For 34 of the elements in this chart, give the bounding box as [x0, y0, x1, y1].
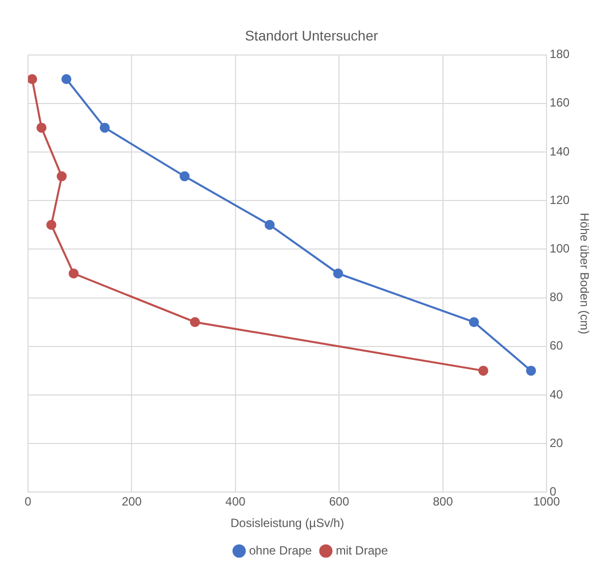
- chart-title: Standort Untersucher: [244, 27, 378, 44]
- point: [180, 171, 190, 182]
- point: [36, 122, 46, 133]
- y-tick-label: 20: [550, 436, 564, 450]
- x-tick-label: 1000: [533, 494, 560, 509]
- y-tick-label: 120: [550, 192, 570, 207]
- point: [478, 366, 488, 376]
- x-axis-title: Dosisleistung (µSv/h): [230, 516, 344, 530]
- y-tick-label: 60: [550, 338, 564, 353]
- point: [526, 366, 536, 376]
- x-tick-label: 0: [24, 494, 32, 509]
- point: [61, 74, 72, 84]
- point: [56, 171, 67, 182]
- x-tick-label: 800: [432, 494, 454, 509]
- point: [468, 317, 479, 328]
- point: [264, 220, 275, 230]
- legend-label: mit Drape: [336, 543, 388, 558]
- point: [28, 74, 38, 84]
- point: [333, 268, 344, 278]
- y-tick-label: 140: [550, 144, 570, 158]
- y-tick-label: 100: [550, 242, 570, 256]
- x-tick-label: 600: [329, 494, 350, 509]
- y-tick-label: 180: [550, 47, 570, 62]
- point: [68, 268, 79, 278]
- point: [46, 220, 56, 230]
- x-tick-label: 200: [122, 494, 142, 509]
- x-tick-label: 400: [225, 494, 246, 509]
- point: [100, 122, 110, 133]
- y-tick-label: 80: [550, 290, 564, 304]
- point: [190, 317, 200, 328]
- y-axis-title: Höhe über Boden (cm): [577, 212, 592, 334]
- legend-label: ohne Drape: [249, 543, 312, 558]
- y-tick-label: 40: [550, 387, 564, 402]
- y-tick-label: 160: [550, 96, 570, 110]
